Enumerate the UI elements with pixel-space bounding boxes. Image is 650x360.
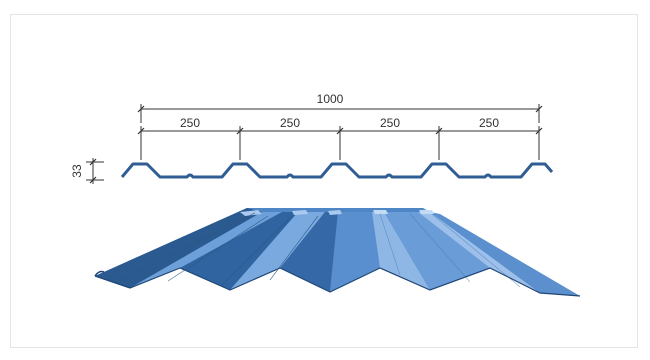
height-dimension: 33 xyxy=(70,158,104,184)
pitch-label-3: 250 xyxy=(380,116,400,130)
pitch-label-1: 250 xyxy=(180,116,200,130)
roof-sheet-illustration xyxy=(94,208,581,297)
profile-cross-section xyxy=(120,162,554,179)
height-label: 33 xyxy=(70,164,84,178)
total-width-label: 1000 xyxy=(317,92,344,106)
pitch-label-4: 250 xyxy=(479,116,499,130)
pitch-label-2: 250 xyxy=(280,116,300,130)
pitch-dimensions: 250 250 250 250 xyxy=(137,116,543,160)
diagram-frame xyxy=(10,14,638,348)
total-width-dimension: 1000 xyxy=(137,92,543,123)
